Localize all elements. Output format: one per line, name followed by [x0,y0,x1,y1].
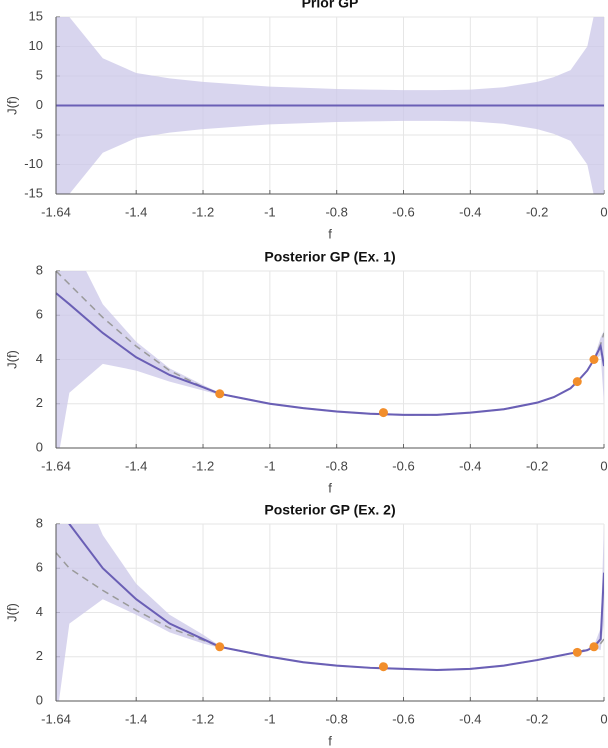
x-tick-label: -0.6 [392,204,414,219]
observation [215,642,225,652]
observation [572,377,582,387]
x-tick-label: -1.64 [41,204,71,219]
observation [589,355,599,364]
y-tick-label: -15 [24,185,43,200]
y-axis-label: J(f) [4,603,19,622]
x-tick-label: -1.4 [125,711,147,726]
x-tick-label: -0.4 [459,711,481,726]
y-tick-label: 6 [36,307,43,322]
x-tick-label: -0.2 [526,204,548,219]
x-tick-label: -1 [264,458,276,473]
y-tick-label: 0 [36,97,43,112]
y-tick-label: -10 [24,156,43,171]
x-tick-label: -1 [264,204,276,219]
y-tick-label: 10 [29,38,43,53]
x-tick-label: -0.8 [325,458,347,473]
observation [378,662,388,672]
observation [378,408,388,418]
observation [215,389,225,399]
panel: Posterior GP (Ex. 2) f J(f) 0 2 4 6 8 -1.64 -1.4 -… [4,502,607,748]
reference-line [56,271,604,416]
x-tick-label: -1.2 [192,458,214,473]
x-tick-label: -1.2 [192,204,214,219]
x-axis-label: f [328,733,332,748]
y-tick-label: 8 [36,262,43,277]
x-tick-label: -1.2 [192,711,214,726]
plot-area [56,271,604,448]
x-axis-label: f [328,480,332,495]
y-tick-label: 8 [36,515,43,530]
chart-title: Posterior GP (Ex. 1) [264,249,395,265]
uncertainty-band [56,271,604,448]
y-tick-label: 4 [36,604,43,619]
chart-title: Posterior GP (Ex. 2) [264,502,395,518]
x-tick-label: -0.2 [526,711,548,726]
x-tick-label: -1.64 [41,458,71,473]
y-tick-label: 2 [36,648,43,663]
y-tick-label: 0 [36,692,43,707]
y-tick-label: -5 [31,126,43,141]
x-tick-label: -0.4 [459,458,481,473]
x-axis-label: f [328,226,332,241]
chart-title: Prior GP [302,0,359,11]
y-tick-label: 6 [36,560,43,575]
y-tick-label: 4 [36,351,43,366]
x-tick-label: 0 [600,711,607,726]
x-tick-label: -0.6 [392,458,414,473]
x-tick-label: -0.2 [526,458,548,473]
x-tick-label: -0.4 [459,204,481,219]
x-tick-label: -1.64 [41,711,71,726]
x-tick-label: -0.8 [325,204,347,219]
y-axis-label: J(f) [4,350,19,369]
y-axis-label: J(f) [4,96,19,115]
x-tick-label: -0.6 [392,711,414,726]
x-tick-label: -1.4 [125,204,147,219]
y-tick-label: 15 [29,8,43,23]
y-tick-label: 2 [36,395,43,410]
observation [589,642,599,652]
reference-line [56,552,604,671]
x-tick-label: 0 [600,458,607,473]
y-tick-label: 0 [36,439,43,454]
x-tick-label: -1 [264,711,276,726]
y-tick-label: 5 [36,67,43,82]
panel: Posterior GP (Ex. 1) f J(f) 0 2 4 6 8 -1.64 -1.4 -… [4,249,607,496]
x-tick-label: 0 [600,204,607,219]
plot-area [56,17,604,194]
x-tick-label: -1.4 [125,458,147,473]
observation [572,647,582,657]
mean-line [56,292,604,416]
x-tick-label: -0.8 [325,711,347,726]
